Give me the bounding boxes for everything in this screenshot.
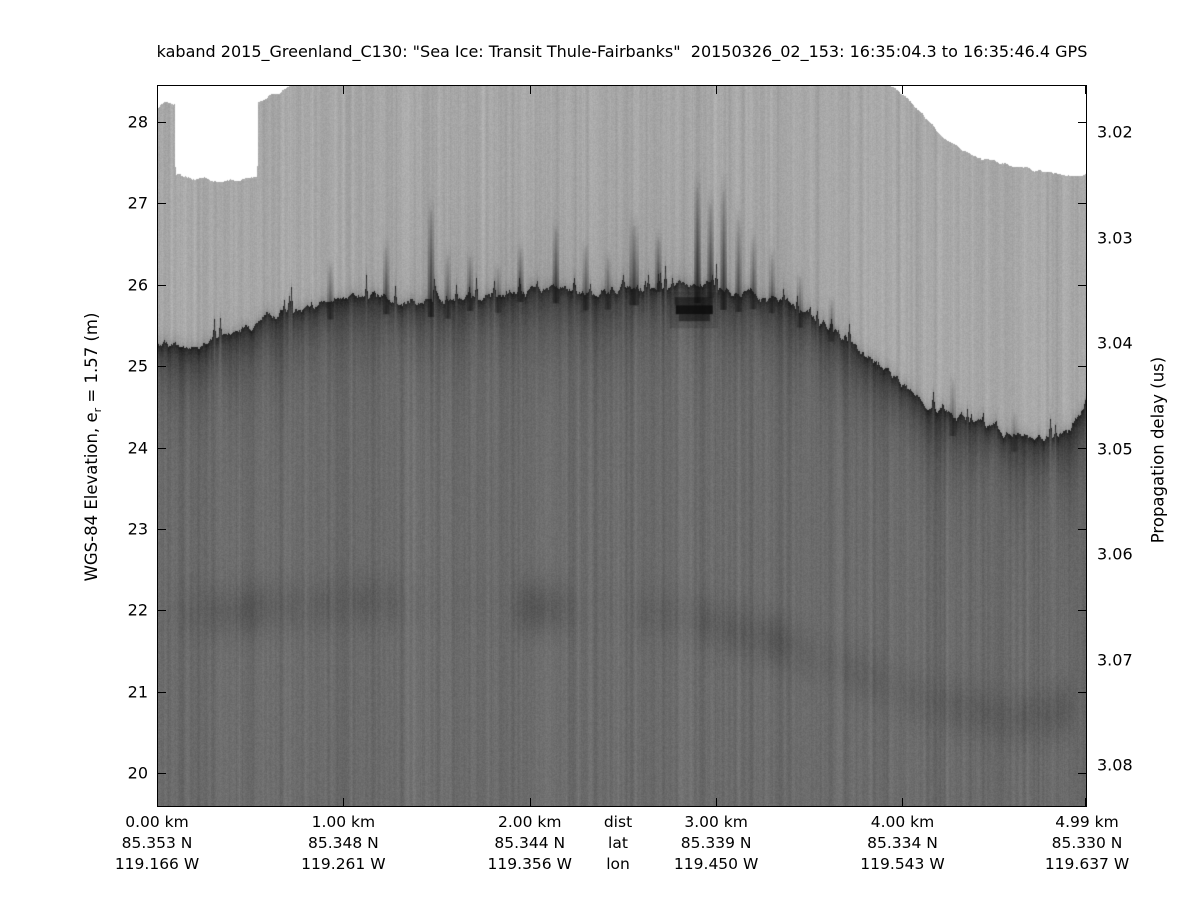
- x-label-lat: 85.334 N: [867, 834, 938, 852]
- y-tick-label-left: 27: [127, 193, 148, 213]
- y-tick-left: [158, 529, 166, 530]
- x-tick-bottom: [157, 798, 158, 806]
- x-axis-label-column: 0.00 km 85.353 N 119.166 W: [115, 812, 199, 875]
- y-axis-label-right: Propagation delay (us): [1148, 356, 1168, 544]
- x-label-lon: 119.637 W: [1044, 855, 1130, 873]
- y-tick-right: [1078, 529, 1086, 530]
- y-axis-label-left-sub: r: [91, 407, 105, 413]
- y-tick-right: [1078, 122, 1086, 123]
- y-tick-left: [158, 284, 166, 286]
- x-label-dist: 3.00 km: [684, 813, 748, 831]
- y-tick-left: [158, 366, 166, 368]
- x-tick-bottom: [716, 798, 717, 806]
- y-tick-label-right: 3.07: [1097, 650, 1133, 669]
- x-tick-top: [343, 86, 344, 94]
- y-tick-right: [1078, 203, 1086, 205]
- y-tick-label-right: 3.03: [1097, 228, 1133, 247]
- x-label-lat: 85.344 N: [494, 834, 566, 852]
- x-axis-label-column: 4.99 km 85.330 N 119.637 W: [1045, 812, 1129, 875]
- x-tick-bottom: [1085, 798, 1086, 806]
- x-tick-bottom: [902, 798, 903, 806]
- y-tick-label-left: 26: [127, 275, 148, 295]
- x-axis-label-column: 2.00 km 85.344 N 119.356 W: [488, 812, 572, 875]
- x-label-lat: 85.353 N: [121, 834, 193, 852]
- x-label-lon: 119.543 W: [860, 855, 945, 873]
- y-tick-label-left: 24: [127, 438, 148, 458]
- y-tick-label-right: 3.02: [1097, 122, 1133, 142]
- x-header-lon: lon: [606, 855, 630, 873]
- x-label-dist: 4.99 km: [1055, 813, 1119, 831]
- x-label-dist: 1.00 km: [311, 813, 376, 831]
- y-tick-right: [1078, 366, 1086, 368]
- echogram-canvas: [157, 85, 1087, 807]
- x-axis-label-column: 3.00 km 85.339 N 119.450 W: [674, 812, 758, 875]
- y-tick-label-left: 20: [127, 763, 148, 783]
- x-header-dist: dist: [603, 813, 633, 831]
- x-label-lon: 119.356 W: [487, 855, 572, 873]
- y-tick-right: [1078, 284, 1086, 286]
- x-label-lon: 119.166 W: [114, 855, 200, 873]
- y-tick-label-left: 22: [127, 600, 148, 620]
- y-tick-left: [158, 610, 166, 612]
- y-tick-label-right: 3.04: [1097, 333, 1133, 353]
- y-tick-label-left: 28: [127, 112, 148, 132]
- y-tick-label-left: 25: [127, 356, 148, 376]
- x-label-lat: 85.339 N: [680, 834, 752, 852]
- x-axis-label-column: 4.00 km 85.334 N 119.543 W: [860, 812, 944, 875]
- x-tick-top: [530, 86, 531, 94]
- x-label-dist: 2.00 km: [497, 813, 562, 831]
- x-tick-bottom: [343, 798, 344, 806]
- y-tick-left: [158, 447, 166, 449]
- x-label-lon: 119.450 W: [673, 855, 759, 873]
- y-tick-right: [1078, 773, 1086, 775]
- x-tick-top: [716, 86, 717, 94]
- y-tick-label-right: 3.08: [1097, 755, 1133, 775]
- x-header-lat: lat: [608, 834, 628, 852]
- y-tick-label-right: 3.05: [1097, 439, 1133, 458]
- y-tick-label-left: 21: [127, 682, 148, 702]
- x-label-dist: 0.00 km: [125, 813, 189, 831]
- figure-title: kaband 2015_Greenland_C130: "Sea Ice: Tr…: [156, 42, 1088, 61]
- y-tick-label-right: 3.06: [1097, 544, 1133, 564]
- x-axis-header-column: dist lat lon: [604, 812, 632, 875]
- x-label-lon: 119.261 W: [301, 855, 386, 873]
- y-tick-right: [1078, 447, 1086, 449]
- x-tick-top: [1085, 86, 1086, 94]
- x-label-lat: 85.348 N: [307, 834, 379, 852]
- y-tick-right: [1078, 691, 1086, 693]
- x-tick-top: [157, 86, 158, 94]
- y-tick-label-left: 23: [127, 519, 148, 539]
- y-tick-left: [158, 773, 166, 775]
- x-label-lat: 85.330 N: [1051, 834, 1123, 852]
- y-tick-left: [158, 203, 166, 205]
- y-tick-right: [1078, 610, 1086, 612]
- x-tick-bottom: [530, 798, 531, 806]
- x-label-dist: 4.00 km: [870, 813, 935, 831]
- x-tick-top: [902, 86, 903, 94]
- y-tick-left: [158, 691, 166, 693]
- y-tick-left: [158, 122, 166, 123]
- x-axis-label-column: 1.00 km 85.348 N 119.261 W: [301, 812, 385, 875]
